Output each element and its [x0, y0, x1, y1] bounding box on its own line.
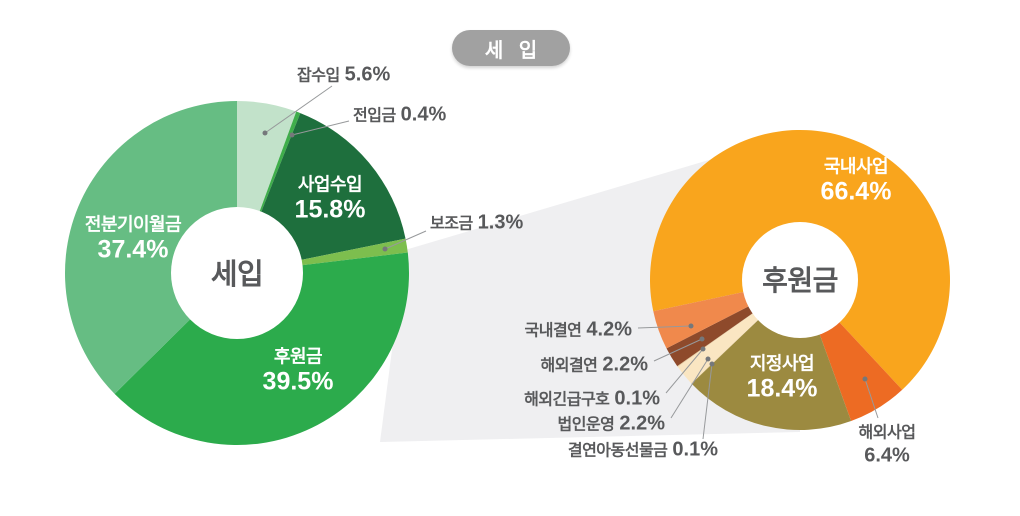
leader-dot-haeoegyeolyeon [699, 336, 705, 342]
donut-hole-huwongeum-detail [742, 222, 858, 338]
leader-dot-beobinunyeong [705, 356, 711, 362]
leader-dot-haeoegingeup [700, 346, 706, 352]
leader-line-gyeolyeonadong [702, 363, 713, 440]
leader-line-beobinunyeong [670, 358, 709, 419]
leader-dot-japsuip [262, 130, 268, 136]
leader-dot-guknaegyeolyeon [688, 323, 694, 329]
leader-line-japsuip [264, 85, 333, 134]
revenue-badge: 세 입 [452, 30, 570, 66]
leader-line-haeoegingeup [665, 348, 704, 394]
donut-hole-seip [171, 207, 303, 339]
leader-line-guknaegyeolyeon [637, 325, 692, 329]
leader-line-bojogeum [384, 230, 427, 250]
leader-line-jeonipgeum [291, 120, 350, 136]
slice-seip-jeonbungi [64, 100, 237, 394]
leader-dot-bojogeum [382, 246, 388, 252]
leader-dot-gyeolyeonadong [709, 361, 715, 367]
leader-dot-jeonipgeum [289, 132, 295, 138]
leader-line-haeoegyeolyeon [653, 338, 703, 362]
slice-seip-huwongeum [114, 252, 410, 446]
leader-line-haeoesaeop [864, 378, 879, 419]
leader-dot-haeoesaeop [862, 376, 868, 382]
